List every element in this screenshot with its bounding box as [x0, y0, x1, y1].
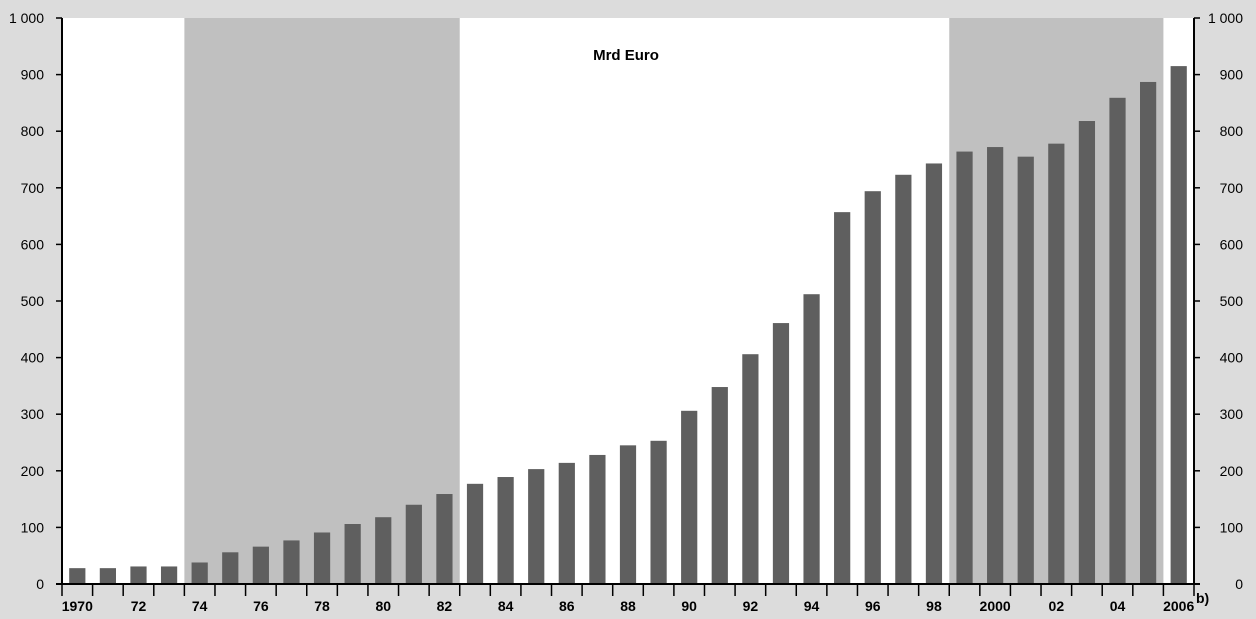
bar	[803, 294, 820, 584]
x-tick-label: 96	[865, 598, 881, 614]
bar	[1109, 97, 1126, 584]
y-tick-label-left: 100	[21, 519, 45, 535]
y-tick-label-right: 300	[1220, 406, 1244, 422]
bar	[895, 174, 912, 585]
bar	[222, 552, 239, 584]
bar	[987, 147, 1004, 584]
bar	[558, 462, 575, 584]
bar	[436, 494, 453, 584]
y-tick-label-right: 600	[1220, 236, 1244, 252]
x-tick-label: 1970	[62, 598, 93, 614]
y-tick-label-left: 500	[21, 293, 45, 309]
bar	[864, 191, 881, 585]
x-tick-label: 76	[253, 598, 269, 614]
y-tick-label-right: 900	[1220, 67, 1244, 83]
bar	[160, 566, 178, 584]
shaded-periods	[184, 18, 1164, 584]
x-tick-label: 2006	[1163, 598, 1194, 614]
bar	[344, 524, 361, 584]
y-tick-label-left: 200	[21, 463, 45, 479]
bar	[1140, 81, 1157, 584]
x-tick-label: 72	[131, 598, 147, 614]
x-tick-label: 74	[192, 598, 208, 614]
x-tick-label: 94	[804, 598, 820, 614]
y-tick-label-right: 100	[1220, 519, 1244, 535]
footnote-marker: b)	[1196, 590, 1209, 606]
bar	[1017, 156, 1034, 585]
bar	[375, 517, 392, 584]
bar	[497, 477, 514, 584]
bar	[466, 483, 484, 584]
bar	[1048, 143, 1065, 585]
y-tick-label-right: 500	[1220, 293, 1244, 309]
y-tick-label-right: 200	[1220, 463, 1244, 479]
y-tick-label-right: 700	[1220, 180, 1244, 196]
y-tick-label-left: 800	[21, 123, 45, 139]
y-tick-label-right: 0	[1235, 576, 1243, 592]
bar	[711, 387, 728, 584]
bar	[925, 163, 943, 584]
bar	[191, 562, 208, 584]
x-tick-label: 80	[375, 598, 391, 614]
x-tick-label: 98	[926, 598, 942, 614]
bar	[589, 454, 606, 584]
bar	[405, 504, 422, 584]
y-tick-label-left: 300	[21, 406, 45, 422]
bars	[69, 66, 1187, 585]
y-tick-label-right: 800	[1220, 123, 1244, 139]
x-tick-label: 02	[1049, 598, 1065, 614]
bar	[283, 540, 300, 584]
y-tick-label-right: 1 000	[1208, 10, 1243, 26]
bar	[681, 410, 698, 584]
y-tick-label-left: 700	[21, 180, 45, 196]
y-tick-label-left: 600	[21, 236, 45, 252]
y-tick-label-left: 1 000	[9, 10, 44, 26]
bar	[69, 568, 86, 584]
bar	[313, 532, 331, 584]
y-tick-label-left: 0	[36, 576, 44, 592]
x-tick-label: 82	[437, 598, 453, 614]
bar	[130, 566, 147, 584]
bar	[252, 546, 269, 584]
x-tick-label: 92	[743, 598, 759, 614]
x-tick-label: 04	[1110, 598, 1126, 614]
x-tick-label: 88	[620, 598, 636, 614]
bar	[619, 445, 637, 584]
axes: 0 0 100 100 200 200 300 300 400 400 500 500 600 600 70…	[9, 10, 1243, 614]
x-tick-label: 84	[498, 598, 514, 614]
bar	[742, 354, 759, 584]
y-tick-label-left: 400	[21, 350, 45, 366]
x-tick-label: 86	[559, 598, 575, 614]
y-tick-label-left: 900	[21, 67, 45, 83]
chart-title: Mrd Euro	[593, 47, 659, 64]
y-tick-label-right: 400	[1220, 350, 1244, 366]
bar	[956, 151, 973, 585]
bar	[834, 212, 851, 584]
x-tick-label: 90	[681, 598, 697, 614]
x-tick-label: 2000	[980, 598, 1011, 614]
bar	[528, 469, 545, 584]
bar	[772, 323, 790, 584]
bar	[650, 440, 667, 584]
bar	[1078, 121, 1096, 585]
x-tick-label: 78	[314, 598, 330, 614]
bar	[99, 568, 116, 584]
shaded-period	[184, 18, 460, 584]
bar	[1170, 66, 1187, 585]
